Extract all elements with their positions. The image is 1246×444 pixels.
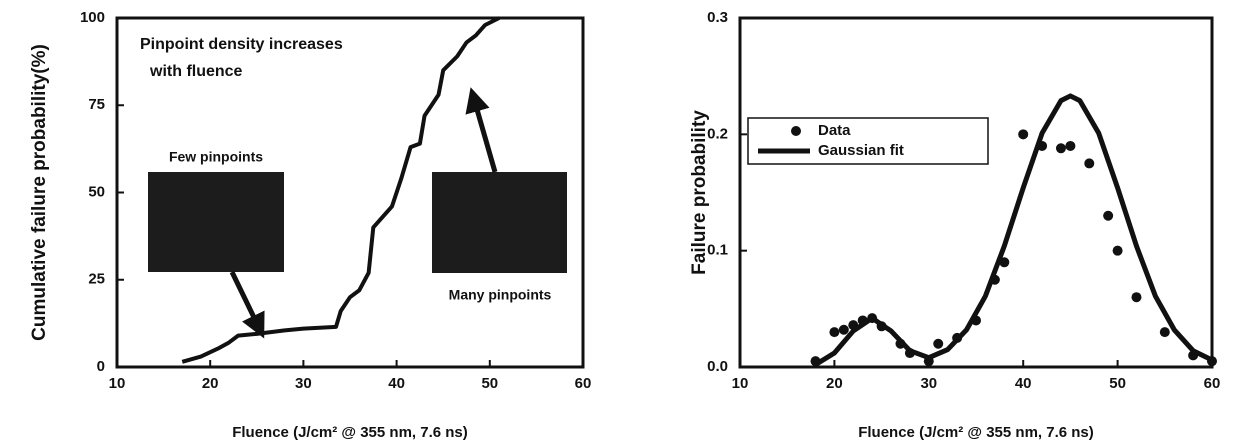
data-point <box>933 338 944 349</box>
inset-image <box>148 172 284 272</box>
legend-label: Gaussian fit <box>818 142 904 159</box>
y-tick-label: 0.1 <box>707 242 728 259</box>
x-tick-label: 30 <box>920 375 937 392</box>
y-tick-label: 0.2 <box>707 125 728 142</box>
annotation: Many pinpoints <box>449 287 552 303</box>
annotation: Few pinpoints <box>169 149 263 165</box>
x-tick-label: 60 <box>1204 375 1221 392</box>
y-axis-label: Cumulative failure probability(%) <box>29 44 50 341</box>
data-point <box>1159 327 1170 338</box>
y-tick-label: 50 <box>88 183 105 200</box>
data-point <box>1131 292 1142 303</box>
annotation: Pinpoint density increases <box>140 36 343 53</box>
x-axis-label: Fluence (J/cm² @ 355 nm, 7.6 ns) <box>858 424 1094 441</box>
x-tick-label: 20 <box>202 375 219 392</box>
x-tick-label: 20 <box>826 375 843 392</box>
inset-image <box>432 172 567 273</box>
annotation: with fluence <box>149 63 243 80</box>
data-point <box>1084 158 1095 169</box>
data-point <box>999 257 1010 268</box>
x-tick-label: 60 <box>575 375 592 392</box>
data-point <box>838 324 849 335</box>
x-tick-label: 10 <box>732 375 749 392</box>
x-tick-label: 40 <box>388 375 405 392</box>
data-point <box>829 327 840 338</box>
data-point <box>1018 129 1029 140</box>
y-axis-label: Failure probability <box>689 110 710 275</box>
data-point <box>1112 245 1123 256</box>
x-tick-label: 50 <box>481 375 498 392</box>
arrow <box>465 87 498 173</box>
fit-line <box>814 93 1214 367</box>
x-tick-label: 40 <box>1015 375 1032 392</box>
data-point <box>1103 210 1114 221</box>
legend-box <box>747 117 989 165</box>
plot-frame <box>738 16 1214 369</box>
x-tick-label: 10 <box>109 375 126 392</box>
y-tick-label: 0.0 <box>707 358 728 375</box>
data-point <box>1065 140 1076 151</box>
y-tick-label: 25 <box>88 271 105 288</box>
y-tick-label: 0.3 <box>707 9 728 26</box>
x-tick-label: 50 <box>1109 375 1126 392</box>
x-axis-label: Fluence (J/cm² @ 355 nm, 7.6 ns) <box>232 424 468 441</box>
legend-label: Data <box>818 122 851 139</box>
y-tick-label: 100 <box>80 9 105 26</box>
y-tick-label: 75 <box>88 96 105 113</box>
data-line <box>181 16 501 364</box>
data-point <box>1055 143 1066 154</box>
arrow <box>229 270 265 339</box>
x-tick-label: 30 <box>295 375 312 392</box>
legend-swatch <box>791 126 801 136</box>
y-tick-label: 0 <box>97 358 105 375</box>
